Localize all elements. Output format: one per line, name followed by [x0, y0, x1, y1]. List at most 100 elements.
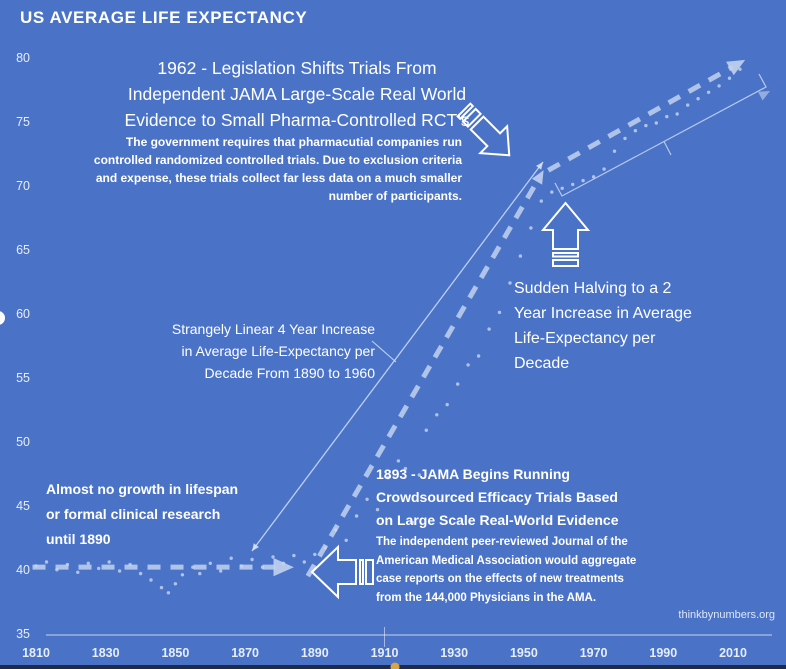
data-point — [55, 568, 59, 572]
data-point — [539, 199, 543, 203]
data-point — [456, 382, 460, 386]
data-point — [128, 562, 132, 567]
y-tick-label: 60 — [16, 307, 30, 321]
data-point — [410, 520, 415, 525]
data-point — [696, 97, 700, 101]
data-point — [571, 182, 575, 187]
trend-slow-rise-1960-to-2010 — [547, 64, 734, 173]
leader-arrowhead-top — [536, 162, 543, 170]
annotation-1893-jama-body: The independent peer-reviewed Journal of… — [376, 536, 637, 604]
data-point — [219, 569, 223, 573]
data-point — [633, 129, 638, 133]
data-point — [313, 552, 317, 557]
data-point — [173, 582, 178, 586]
data-point — [198, 571, 202, 576]
data-point — [292, 553, 296, 558]
data-point — [417, 473, 421, 477]
data-point — [497, 310, 502, 315]
x-tick-label: 1970 — [579, 646, 608, 660]
data-point — [107, 560, 111, 564]
data-point — [550, 190, 554, 194]
annotation-sudden-halving: Sudden Halving to a 2 Year Increase in A… — [514, 280, 692, 372]
data-point — [260, 565, 265, 569]
down-right-block-arrow-part — [461, 107, 483, 129]
watermark-thinkbynumbers: thinkbynumbers.org — [678, 609, 775, 621]
data-point — [229, 556, 233, 560]
x-tick-label: 1830 — [91, 646, 120, 660]
data-point — [581, 178, 585, 183]
data-point — [250, 557, 254, 562]
data-point — [386, 475, 390, 480]
y-tick-label: 50 — [16, 435, 30, 449]
data-point — [396, 459, 401, 463]
data-point — [508, 281, 512, 285]
data-point — [354, 514, 359, 518]
linear-rise-leader-line — [251, 161, 544, 552]
annotation-1893-jama-heading: 1893 - JAMA Begins Running Crowdsourced … — [376, 466, 619, 528]
y-tick-label: 75 — [16, 115, 30, 129]
left-block-arrow-stripe-thick — [365, 559, 374, 585]
y-tick-label: 80 — [16, 51, 30, 65]
data-point — [180, 573, 185, 577]
data-point — [623, 136, 627, 141]
left-block-arrow-icon — [310, 544, 357, 600]
data-point — [271, 555, 275, 559]
data-point — [65, 562, 70, 567]
data-point — [602, 167, 606, 171]
strangely-linear-pointer-tick — [371, 340, 397, 363]
data-point — [717, 84, 721, 88]
left-block-arrow-stripe-thin — [359, 559, 364, 585]
up-block-arrow-stripe-thick — [552, 259, 579, 267]
annotation-strangely-linear: Strangely Linear 4 Year Increase in Aver… — [171, 321, 375, 381]
data-point — [487, 327, 491, 331]
data-point — [644, 123, 648, 128]
data-point — [44, 560, 49, 564]
data-point — [435, 413, 439, 417]
x-tick-label: 1950 — [509, 646, 538, 660]
data-point — [334, 528, 338, 532]
data-point — [727, 76, 732, 80]
data-point — [424, 428, 428, 432]
down-right-block-arrow-part — [456, 102, 475, 121]
data-point — [560, 186, 564, 190]
data-point — [518, 254, 523, 258]
x-tick-label: 2010 — [719, 646, 747, 660]
data-point — [738, 67, 742, 71]
x-tick-label: 1990 — [649, 646, 678, 660]
data-point — [302, 560, 306, 564]
left-edge-dot — [0, 311, 5, 325]
annotation-no-growth: Almost no growth in lifespan or formal c… — [46, 481, 239, 547]
data-point — [159, 585, 164, 590]
x-tick-label: 1930 — [440, 646, 469, 660]
data-point — [76, 570, 80, 574]
data-point — [665, 114, 669, 119]
data-point — [686, 103, 690, 107]
annotation-1962-legislation-heading: 1962 - Legislation Shifts Trials From In… — [124, 58, 470, 130]
data-point — [239, 564, 244, 568]
x-tick-label: 1870 — [231, 646, 259, 660]
annotation-1962-legislation-body: The government requires that pharmacutia… — [93, 135, 462, 203]
faint-arrowhead-top-right — [758, 91, 770, 101]
y-tick-label: 70 — [16, 179, 30, 193]
data-point — [403, 466, 408, 471]
data-point — [529, 226, 533, 230]
data-point — [166, 591, 171, 595]
video-scrubber-dot — [390, 662, 400, 669]
data-point — [323, 546, 327, 550]
y-tick-label: 45 — [16, 499, 30, 513]
data-point — [138, 571, 143, 576]
y-tick-label: 40 — [16, 563, 30, 577]
down-right-block-arrow-icon — [456, 102, 511, 157]
data-point — [476, 354, 481, 358]
data-point — [149, 578, 153, 582]
data-point — [344, 538, 348, 542]
data-point — [34, 564, 38, 568]
y-tick-label: 65 — [16, 243, 30, 257]
data-point — [706, 90, 711, 95]
data-point — [612, 149, 617, 153]
slow-rise-bracket — [554, 73, 767, 197]
trend-arrowhead-slow-rise-1960-to-2010 — [726, 59, 746, 76]
data-point — [208, 561, 212, 565]
